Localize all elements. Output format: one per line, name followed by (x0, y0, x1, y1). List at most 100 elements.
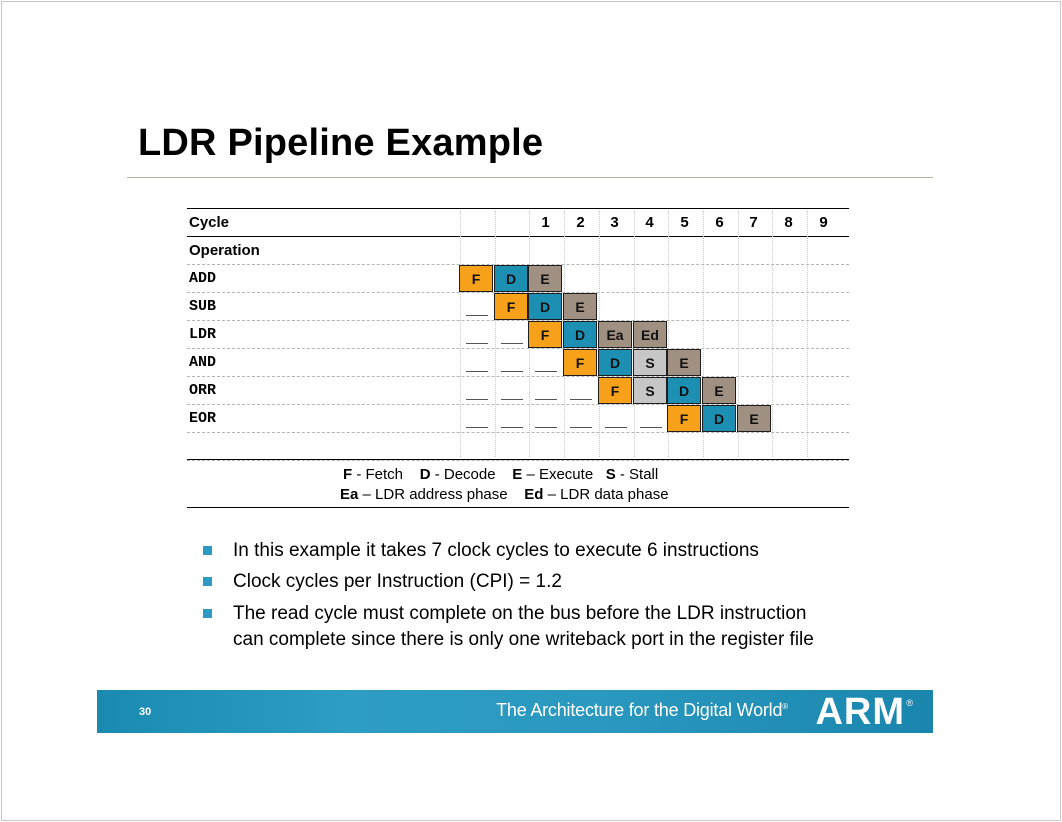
table-header-rule (187, 236, 849, 237)
idle-slot (535, 427, 557, 428)
idle-slot (501, 427, 523, 428)
stage-cell: F (494, 293, 528, 320)
stage-cell: F (563, 349, 597, 376)
idle-slot (570, 427, 592, 428)
page-number: 30 (139, 706, 152, 718)
cycle-number: 5 (680, 214, 689, 231)
row-separator (187, 264, 849, 265)
stage-cell: E (667, 349, 701, 376)
legend-line-1: F - Fetch D - Decode E – Execute S - Sta… (343, 465, 658, 485)
title-divider (127, 177, 933, 178)
footer-tagline: The Architecture for the Digital World® (496, 700, 788, 721)
stage-cell: D (563, 321, 597, 348)
bullet-marker (203, 546, 212, 555)
column-guide (738, 211, 739, 457)
tagline-registered-mark: ® (782, 702, 788, 711)
bullet-text: In this example it takes 7 clock cycles … (233, 540, 759, 561)
idle-slot (640, 427, 662, 428)
row-separator (187, 432, 849, 433)
legend-key-stall: S (605, 466, 616, 483)
column-guide (460, 211, 461, 457)
legend-key-decode: D (419, 466, 431, 483)
operation-and: AND (189, 354, 217, 371)
cycle-number: 8 (784, 214, 793, 231)
stage-cell: Ea (598, 321, 632, 348)
column-guide (703, 211, 704, 457)
cycle-number: 3 (610, 214, 619, 231)
cycle-number: 7 (749, 214, 758, 231)
bullet-marker (203, 609, 212, 618)
bullet-text: The read cycle must complete on the bus … (233, 603, 814, 650)
legend-desc-ea: – LDR address phase (358, 486, 508, 503)
column-guide (668, 211, 669, 457)
idle-slot (466, 371, 488, 372)
stage-cell: F (598, 377, 632, 404)
legend-key-execute: E (512, 466, 523, 483)
legend-bottom-rule (187, 507, 849, 508)
operation-ldr: LDR (189, 326, 217, 343)
stage-cell: E (737, 405, 771, 432)
stage-cell: E (702, 377, 736, 404)
legend-desc-fetch: - Fetch (352, 466, 404, 483)
stage-cell: Ed (633, 321, 667, 348)
idle-slot (605, 427, 627, 428)
cycle-number: 6 (715, 214, 724, 231)
stage-cell: E (563, 293, 597, 320)
cycle-header: Cycle (189, 214, 230, 231)
stage-cell: F (667, 405, 701, 432)
operation-orr: ORR (189, 382, 217, 399)
slide-title: LDR Pipeline Example (138, 122, 544, 164)
legend-key-ed: Ed (524, 486, 544, 503)
legend-line-2: Ea – LDR address phase Ed – LDR data pha… (340, 485, 669, 505)
operation-eor: EOR (189, 410, 217, 427)
legend-desc-decode: - Decode (430, 466, 496, 483)
stage-cell: D (598, 349, 632, 376)
idle-slot (535, 371, 557, 372)
idle-slot (501, 399, 523, 400)
stage-cell: D (702, 405, 736, 432)
row-separator (187, 460, 849, 461)
stage-cell: D (528, 293, 562, 320)
row-separator (187, 292, 849, 293)
idle-slot (466, 343, 488, 344)
legend-desc-stall: - Stall (615, 466, 659, 483)
column-guide (772, 211, 773, 457)
cycle-number: 4 (645, 214, 654, 231)
row-separator (187, 348, 849, 349)
operation-add: ADD (189, 270, 217, 287)
row-separator (187, 404, 849, 405)
idle-slot (501, 371, 523, 372)
legend-desc-ed: – LDR data phase (543, 486, 669, 503)
tagline-text: The Architecture for the Digital World (496, 700, 783, 720)
stage-cell: F (528, 321, 562, 348)
idle-slot (501, 343, 523, 344)
bullet-text: Clock cycles per Instruction (CPI) = 1.2 (233, 571, 562, 592)
column-guide (495, 211, 496, 457)
cycle-number: 1 (541, 214, 550, 231)
idle-slot (466, 315, 488, 316)
column-guide (807, 211, 808, 457)
logo-registered-mark: ® (906, 698, 913, 708)
cycle-number: 2 (576, 214, 585, 231)
idle-slot (466, 399, 488, 400)
stage-cell: D (667, 377, 701, 404)
stage-cell: S (633, 377, 667, 404)
idle-slot (535, 399, 557, 400)
stage-cell: S (633, 349, 667, 376)
idle-slot (466, 427, 488, 428)
table-top-rule (187, 208, 849, 209)
legend-key-fetch: F (343, 466, 353, 483)
footer-bar: 30 The Architecture for the Digital Worl… (97, 690, 933, 733)
legend-desc-execute: – Execute (522, 466, 594, 483)
arm-logo: ARM (815, 691, 905, 733)
row-separator (187, 376, 849, 377)
table-bottom-rule (187, 459, 849, 460)
stage-cell: D (494, 265, 528, 292)
row-separator (187, 320, 849, 321)
stage-cell: E (528, 265, 562, 292)
legend-key-ea: Ea (340, 486, 359, 503)
operation-sub: SUB (189, 298, 217, 315)
stage-cell: F (459, 265, 493, 292)
bullet-marker (203, 577, 212, 586)
